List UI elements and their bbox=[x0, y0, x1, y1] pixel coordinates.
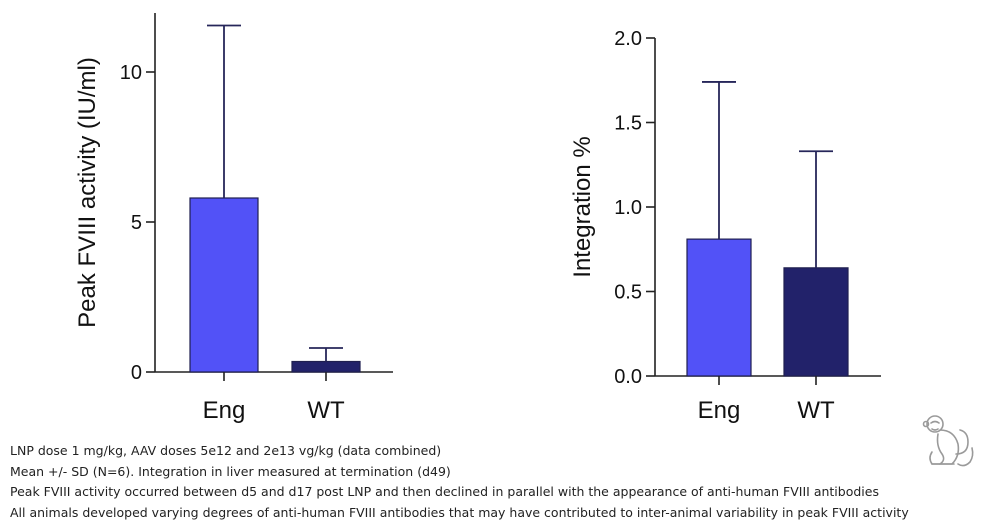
right-y-tick-label: 1.0 bbox=[614, 197, 642, 219]
left-bar-wt bbox=[291, 360, 361, 373]
right-y-tick-label: 0.5 bbox=[614, 282, 642, 304]
left-category-label-eng: Eng bbox=[203, 397, 246, 424]
footnote-antibodies: All animals developed varying degrees of… bbox=[10, 504, 909, 520]
footnotes: LNP dose 1 mg/kg, AAV doses 5e12 and 2e1… bbox=[10, 441, 990, 523]
left-y-axis-label: Peak FVIII activity (IU/ml) bbox=[74, 57, 101, 328]
right-y-tick-label: 2.0 bbox=[614, 28, 642, 50]
footnote-mean-sd: Mean +/- SD (N=6). Integration in liver … bbox=[10, 463, 451, 479]
charts-canvas: 0 5 10 Eng WT Peak FVIII activity (IU/ml) 0.0 0… bbox=[74, 13, 881, 424]
right-y-tick-label: 1.5 bbox=[614, 113, 642, 135]
right-y-axis-label: Integration % bbox=[569, 136, 596, 277]
right-bar-wt bbox=[783, 267, 849, 377]
right-bar-eng bbox=[686, 238, 752, 377]
left-y-tick-label: 5 bbox=[131, 212, 142, 234]
left-category-label-wt: WT bbox=[307, 397, 345, 424]
footnote-peak-activity: Peak FVIII activity occurred between d5 … bbox=[10, 484, 879, 499]
footnote-dose: LNP dose 1 mg/kg, AAV doses 5e12 and 2e1… bbox=[10, 443, 442, 458]
right-category-label-eng: Eng bbox=[698, 397, 741, 424]
right-category-label-wt: WT bbox=[797, 397, 835, 424]
left-y-tick-label: 0 bbox=[131, 362, 142, 384]
left-bar-eng bbox=[189, 197, 259, 373]
left-y-tick-label: 10 bbox=[120, 62, 142, 84]
right-y-tick-label: 0.0 bbox=[614, 366, 642, 388]
monkey-icon bbox=[922, 415, 974, 467]
